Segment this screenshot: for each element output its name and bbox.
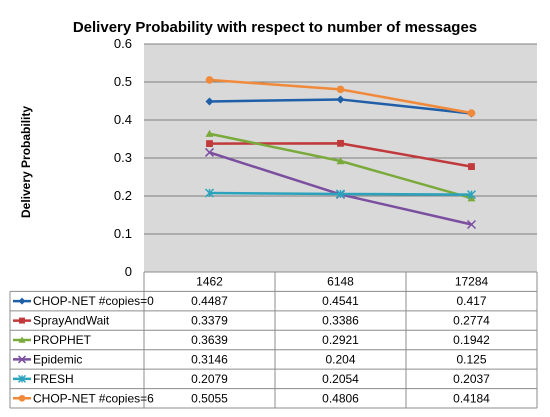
data-label: 0.2054 xyxy=(322,372,359,386)
data-point xyxy=(336,157,345,165)
legend-label: FRESH xyxy=(33,372,74,386)
data-label: 0.2774 xyxy=(453,314,490,328)
marker-stroke xyxy=(466,219,477,230)
y-tick-label: 0.4 xyxy=(114,112,132,127)
data-label: 0.2037 xyxy=(453,372,490,386)
data-label: 0.4487 xyxy=(191,294,228,308)
y-tick-label: 0 xyxy=(125,264,132,279)
y-tick-label: 0.3 xyxy=(114,150,132,165)
legend-label: CHOP-NET #copies=0 xyxy=(33,294,154,308)
legend-marker xyxy=(19,317,25,324)
data-label: 0.3146 xyxy=(191,352,228,366)
data-point xyxy=(467,109,476,117)
data-point xyxy=(468,163,475,170)
y-tick-label: 0.2 xyxy=(114,188,132,203)
data-label: 0.4806 xyxy=(322,391,359,405)
marker-stroke xyxy=(204,147,215,157)
data-point xyxy=(205,76,214,84)
y-tick-label: 0.1 xyxy=(114,226,132,241)
data-point xyxy=(204,147,215,157)
data-point xyxy=(337,139,344,147)
marker-stroke xyxy=(17,355,27,364)
legend-marker xyxy=(17,374,27,383)
data-label: 0.2079 xyxy=(191,372,228,386)
data-label: 0.3639 xyxy=(191,333,228,347)
data-table: 1462 6148 17284 CHOP-NET #copies=0 0.4487 0.4… xyxy=(9,271,538,409)
legend-marker xyxy=(18,297,26,305)
data-label: 0.4541 xyxy=(322,294,359,308)
data-point xyxy=(466,219,477,230)
data-label: 0.4184 xyxy=(453,391,490,405)
y-tick-label: 0.5 xyxy=(114,74,132,89)
legend-label: CHOP-NET #copies=6 xyxy=(33,391,154,405)
data-label: 0.1942 xyxy=(453,333,490,347)
data-label: 0.417 xyxy=(456,294,486,308)
data-point xyxy=(206,140,213,147)
data-point xyxy=(466,190,477,200)
x-tick-label: 1462 xyxy=(196,275,223,289)
series-lines xyxy=(204,76,477,230)
legend-marker xyxy=(17,355,27,364)
data-label: 0.125 xyxy=(456,352,486,366)
legend-marker xyxy=(18,394,26,402)
data-label: 0.3379 xyxy=(191,314,228,328)
chart-title: Delivery Probability with respect to num… xyxy=(73,19,477,36)
legend-label: SprayAndWait xyxy=(33,314,110,328)
data-point xyxy=(204,188,215,198)
data-label: 0.3386 xyxy=(322,314,359,328)
y-axis-label: Delivery Probability xyxy=(19,106,33,218)
x-tick-label: 6148 xyxy=(327,275,354,289)
data-point xyxy=(336,85,345,94)
legend-label: PROPHET xyxy=(33,333,92,347)
legend-marker xyxy=(18,336,26,343)
data-point xyxy=(205,129,214,137)
y-tick-label: 0.6 xyxy=(114,36,132,51)
y-tick-labels: 0 0.1 0.2 0.3 0.4 0.5 0.6 xyxy=(114,36,132,279)
data-label: 0.2921 xyxy=(322,333,359,347)
data-label: 0.204 xyxy=(325,352,355,366)
data-point xyxy=(335,189,346,199)
legend-label: Epidemic xyxy=(33,352,82,366)
data-label: 0.5055 xyxy=(191,391,228,405)
data-point xyxy=(336,95,345,104)
x-tick-label: 17284 xyxy=(455,275,489,289)
data-point xyxy=(205,97,214,106)
